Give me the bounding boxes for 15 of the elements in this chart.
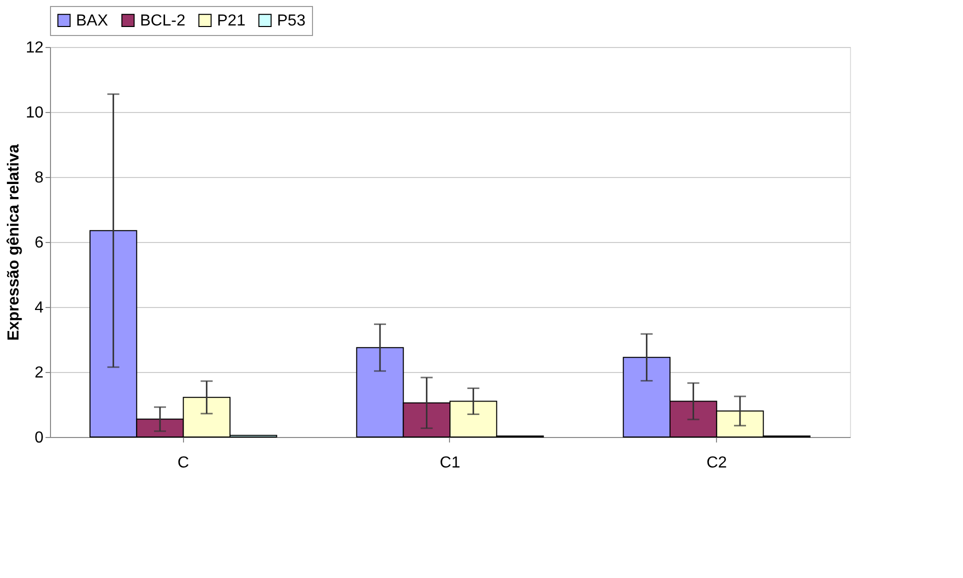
y-axis-title: Expressão gênica relativa: [6, 144, 23, 341]
y-tick-label: 2: [34, 364, 44, 382]
x-tick-label: C1: [440, 454, 460, 472]
y-tick-label: 12: [26, 40, 44, 56]
legend-label: P53: [277, 12, 306, 30]
y-tick-label: 10: [26, 104, 44, 122]
y-tick-label: 4: [34, 300, 44, 316]
legend-label: BCL-2: [140, 12, 186, 30]
y-tick-label: 0: [34, 430, 44, 446]
y-tick-label: 8: [34, 170, 44, 186]
legend-label: BAX: [76, 12, 108, 30]
legend-label: P21: [217, 12, 246, 30]
x-tick-label: C2: [706, 454, 727, 472]
y-tick-label: 6: [34, 234, 44, 252]
x-tick-label: C: [178, 454, 190, 472]
